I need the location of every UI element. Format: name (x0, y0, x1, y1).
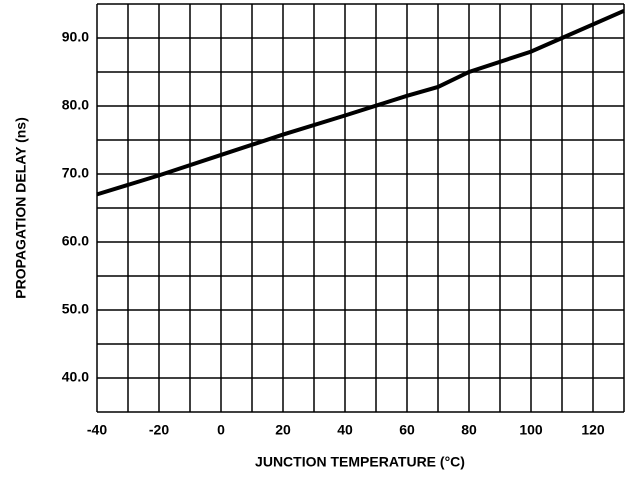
x-tick-label: 60 (399, 422, 415, 438)
y-axis-label: PROPAGATION DELAY (ns) (13, 117, 29, 299)
x-tick-label: 80 (461, 422, 477, 438)
x-tick-label: 120 (581, 422, 605, 438)
x-tick-label: 20 (275, 422, 291, 438)
x-tick-label: -20 (149, 422, 169, 438)
x-tick-label: 0 (217, 422, 225, 438)
data-line (96, 8, 625, 197)
y-tick-label: 50.0 (62, 301, 89, 317)
y-tick-label: 90.0 (62, 29, 89, 45)
x-tick-label: 100 (519, 422, 543, 438)
y-tick-label: 80.0 (62, 97, 89, 113)
y-tick-label: 40.0 (62, 369, 89, 385)
x-tick-label: 40 (337, 422, 353, 438)
y-tick-label: 70.0 (62, 165, 89, 181)
x-axis-label: JUNCTION TEMPERATURE (°C) (255, 454, 465, 470)
y-tick-label: 60.0 (62, 233, 89, 249)
x-tick-label: -40 (87, 422, 107, 438)
